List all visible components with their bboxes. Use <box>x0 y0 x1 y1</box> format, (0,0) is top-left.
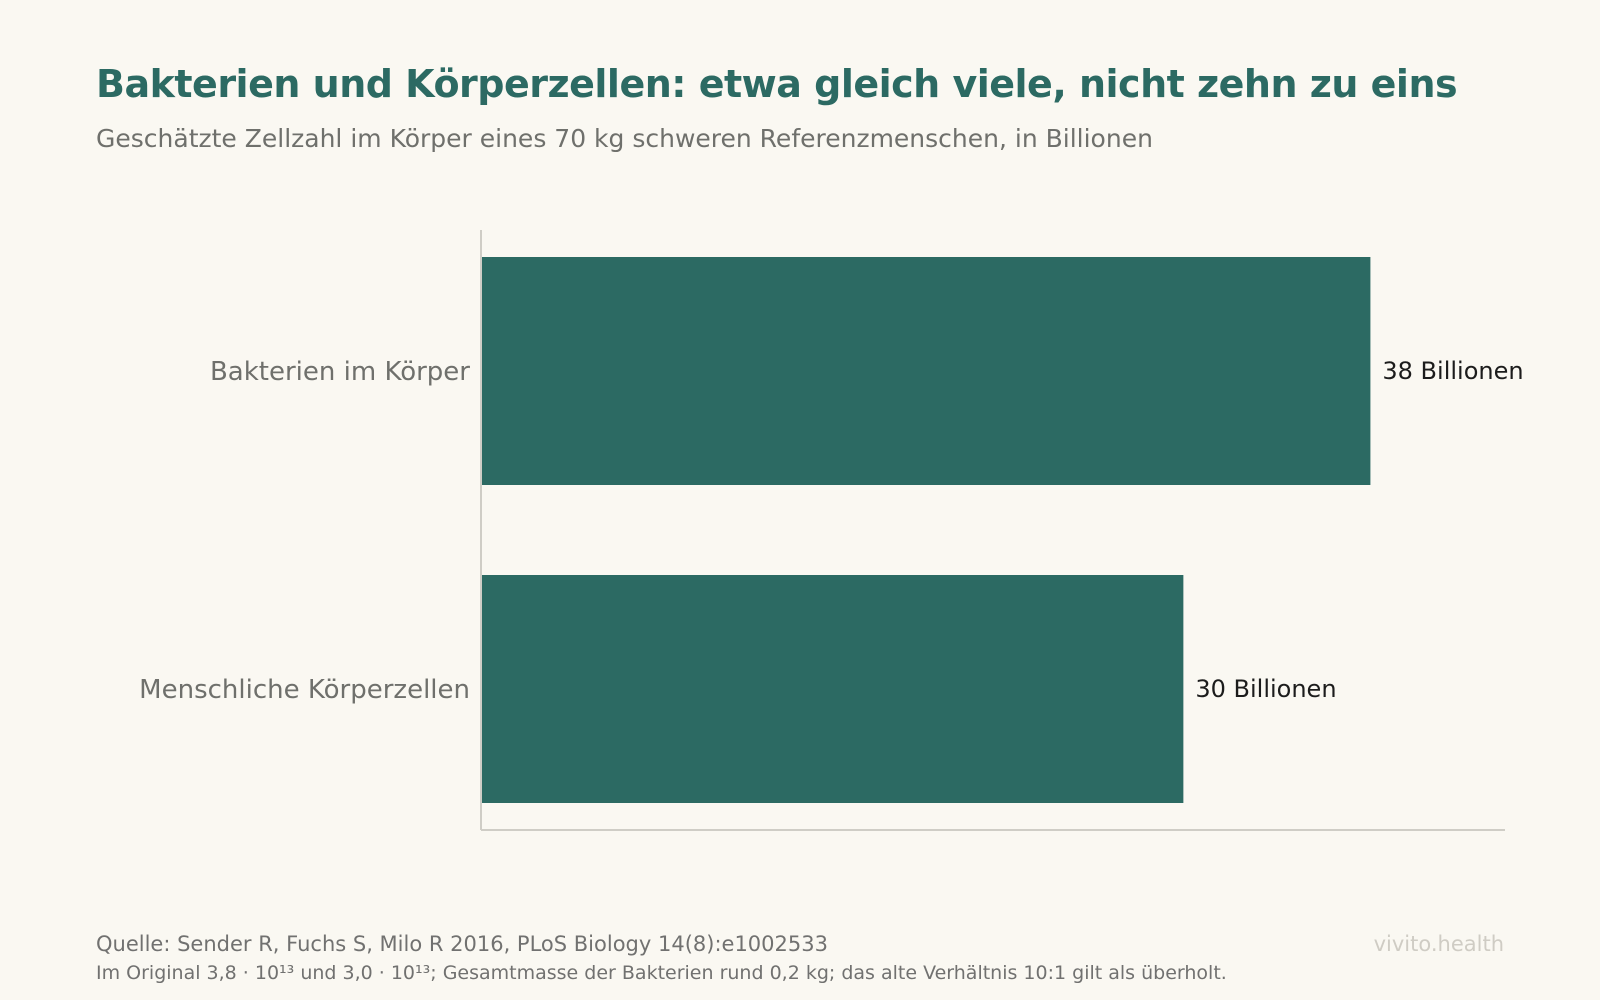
source-note: Quelle: Sender R, Fuchs S, Milo R 2016, … <box>96 932 828 956</box>
chart-subtitle: Geschätzte Zellzahl im Körper eines 70 k… <box>96 124 1153 153</box>
chart-title: Bakterien und Körperzellen: etwa gleich … <box>96 62 1458 106</box>
bar-chart: Bakterien im Körper 38 Billionen Menschlic… <box>139 230 1524 831</box>
category-label-2: Menschliche Körperzellen <box>139 675 470 705</box>
bar-2 <box>482 575 1184 803</box>
category-label-1: Bakterien im Körper <box>210 357 470 387</box>
bar-1 <box>482 257 1371 485</box>
brand-label: vivito.health <box>1373 932 1504 956</box>
value-label-2: 30 Billionen <box>1195 675 1336 703</box>
value-label-1: 38 Billionen <box>1382 357 1523 385</box>
footnote: Im Original 3,8 · 10¹³ und 3,0 · 10¹³; G… <box>96 962 1227 984</box>
